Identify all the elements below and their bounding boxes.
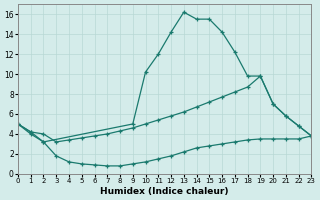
X-axis label: Humidex (Indice chaleur): Humidex (Indice chaleur) (100, 187, 229, 196)
